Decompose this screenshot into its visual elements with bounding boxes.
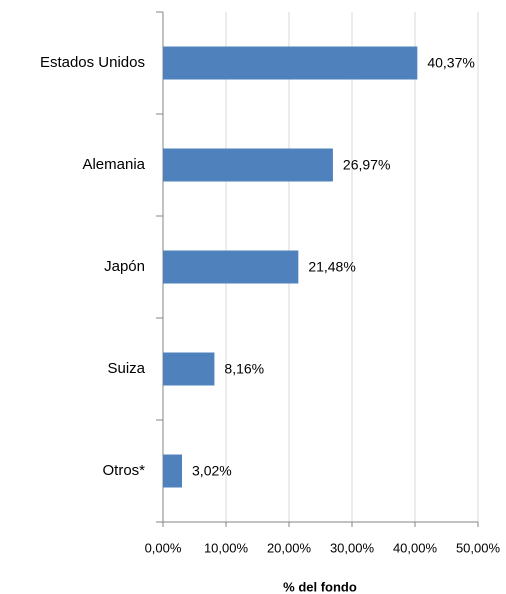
bar [163,148,333,182]
x-tick-label: 10,00% [204,540,249,555]
y-tick-label: Suiza [107,360,145,377]
y-tick-label: Japón [104,258,145,275]
data-label: 26,97% [343,157,390,173]
data-label: 21,48% [308,259,355,275]
bar [163,352,215,386]
y-tick-label: Estados Unidos [40,54,145,71]
x-tick-label: 40,00% [393,540,438,555]
y-tick-label: Alemania [82,156,145,173]
x-tick-label: 0,00% [145,540,182,555]
data-label: 8,16% [224,361,264,377]
data-label: 40,37% [427,55,474,71]
data-label: 3,02% [192,463,232,479]
bar [163,454,183,488]
x-tick-label: 50,00% [456,540,501,555]
bar [163,250,299,284]
bar [163,46,418,80]
y-tick-label: Otros* [102,462,145,479]
x-tick-label: 20,00% [267,540,312,555]
x-tick-label: 30,00% [330,540,375,555]
x-axis-label: % del fondo [283,579,357,594]
